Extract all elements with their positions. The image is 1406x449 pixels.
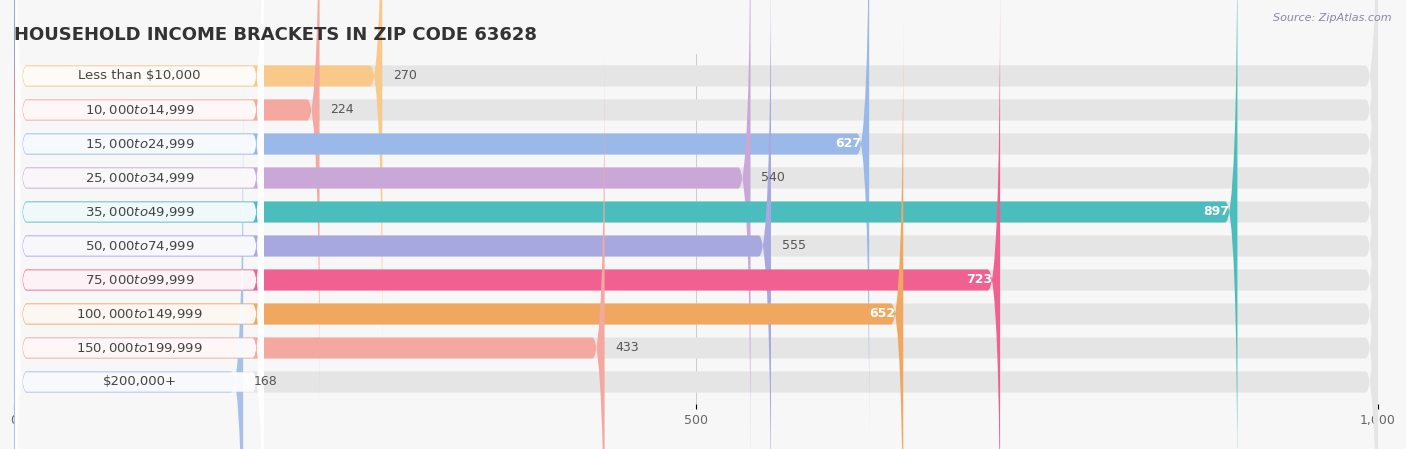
- Text: $25,000 to $34,999: $25,000 to $34,999: [84, 171, 194, 185]
- FancyBboxPatch shape: [14, 18, 1378, 449]
- FancyBboxPatch shape: [14, 0, 1378, 405]
- Text: $35,000 to $49,999: $35,000 to $49,999: [84, 205, 194, 219]
- FancyBboxPatch shape: [15, 0, 264, 406]
- FancyBboxPatch shape: [14, 0, 382, 371]
- FancyBboxPatch shape: [14, 53, 1378, 449]
- Text: $50,000 to $74,999: $50,000 to $74,999: [84, 239, 194, 253]
- FancyBboxPatch shape: [15, 0, 264, 338]
- FancyBboxPatch shape: [14, 0, 1000, 449]
- FancyBboxPatch shape: [14, 0, 1378, 371]
- Text: $15,000 to $24,999: $15,000 to $24,999: [84, 137, 194, 151]
- FancyBboxPatch shape: [15, 0, 264, 440]
- Text: 555: 555: [782, 239, 806, 252]
- FancyBboxPatch shape: [15, 120, 264, 449]
- FancyBboxPatch shape: [15, 0, 264, 449]
- FancyBboxPatch shape: [14, 0, 869, 440]
- Text: 540: 540: [762, 172, 786, 185]
- Text: $150,000 to $199,999: $150,000 to $199,999: [76, 341, 202, 355]
- Text: HOUSEHOLD INCOME BRACKETS IN ZIP CODE 63628: HOUSEHOLD INCOME BRACKETS IN ZIP CODE 63…: [14, 26, 537, 44]
- Text: $75,000 to $99,999: $75,000 to $99,999: [84, 273, 194, 287]
- FancyBboxPatch shape: [14, 0, 1378, 449]
- Text: 168: 168: [254, 375, 278, 388]
- Text: Source: ZipAtlas.com: Source: ZipAtlas.com: [1274, 13, 1392, 23]
- Text: 433: 433: [616, 342, 640, 355]
- Text: 897: 897: [1204, 206, 1229, 219]
- Text: 270: 270: [394, 70, 418, 83]
- Text: Less than $10,000: Less than $10,000: [79, 70, 201, 83]
- Text: $100,000 to $149,999: $100,000 to $149,999: [76, 307, 202, 321]
- FancyBboxPatch shape: [14, 0, 770, 449]
- FancyBboxPatch shape: [15, 52, 264, 449]
- Text: $10,000 to $14,999: $10,000 to $14,999: [84, 103, 194, 117]
- FancyBboxPatch shape: [14, 0, 319, 405]
- Text: 652: 652: [869, 308, 896, 321]
- FancyBboxPatch shape: [14, 0, 1237, 449]
- FancyBboxPatch shape: [14, 0, 751, 449]
- FancyBboxPatch shape: [15, 86, 264, 449]
- FancyBboxPatch shape: [14, 0, 1378, 449]
- FancyBboxPatch shape: [15, 0, 264, 372]
- Text: $200,000+: $200,000+: [103, 375, 177, 388]
- FancyBboxPatch shape: [14, 0, 1378, 449]
- FancyBboxPatch shape: [14, 53, 605, 449]
- FancyBboxPatch shape: [15, 18, 264, 449]
- FancyBboxPatch shape: [14, 87, 243, 449]
- FancyBboxPatch shape: [14, 0, 1378, 449]
- Text: 723: 723: [966, 273, 991, 286]
- Text: 627: 627: [835, 137, 860, 150]
- FancyBboxPatch shape: [14, 18, 903, 449]
- FancyBboxPatch shape: [14, 0, 1378, 440]
- Text: 224: 224: [330, 103, 354, 116]
- FancyBboxPatch shape: [14, 87, 1378, 449]
- FancyBboxPatch shape: [15, 0, 264, 449]
